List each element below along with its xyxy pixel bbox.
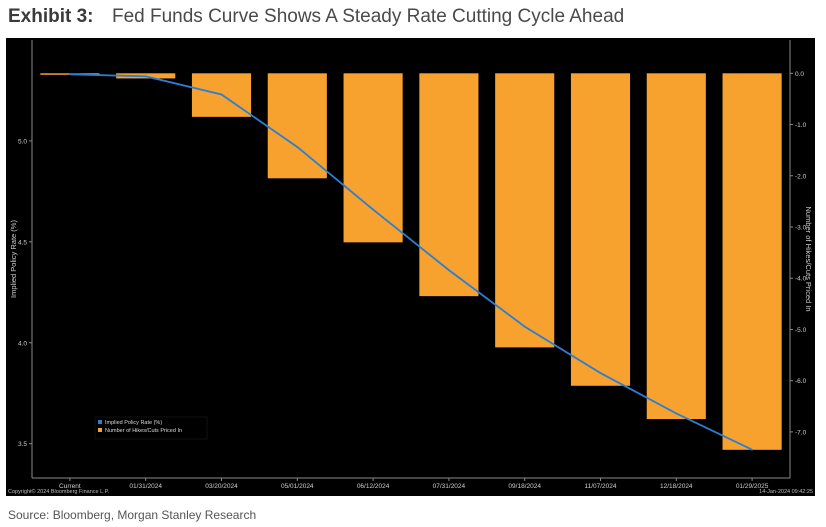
chart-panel: 5.0 4.5 4.0 3.5 0.0 -1.0 -2.0 -3.0 -4.0 -5.0 -6.0… bbox=[6, 38, 815, 496]
legend-label-1: Number of Hikes/Cuts Priced In bbox=[105, 428, 182, 434]
line-point-9 bbox=[751, 448, 753, 451]
x-tick-label-4: 06/12/2024 bbox=[357, 483, 390, 490]
line-point-2 bbox=[220, 93, 223, 96]
source-note: Source: Bloomberg, Morgan Stanley Resear… bbox=[8, 508, 257, 522]
line-point-4 bbox=[372, 208, 374, 211]
bar-8 bbox=[646, 73, 706, 420]
bar-5 bbox=[419, 73, 479, 297]
x-tick-label-7: 11/07/2024 bbox=[584, 483, 616, 490]
x-tick-label-0: Current bbox=[59, 483, 81, 490]
right-tick-label-7: -7.0 bbox=[795, 429, 807, 436]
bar-4 bbox=[343, 73, 403, 243]
right-tick-label-1: -1.0 bbox=[795, 122, 807, 129]
right-tick-label-2: -2.0 bbox=[795, 173, 807, 180]
y-right-axis-title: Number of Hikes/Cuts Priced In bbox=[804, 206, 813, 311]
x-tick-label-6: 09/18/2024 bbox=[508, 483, 541, 490]
line-point-6 bbox=[523, 325, 526, 328]
legend-swatch-1 bbox=[98, 428, 102, 432]
line-point-0 bbox=[69, 73, 71, 76]
implied-rate-line bbox=[69, 73, 753, 451]
line-point-1 bbox=[144, 75, 147, 78]
line-point-8 bbox=[675, 412, 678, 415]
right-tick-label-5: -5.0 bbox=[795, 327, 807, 334]
x-tick-label-8: 12/18/2024 bbox=[660, 483, 693, 490]
x-tick-label-9: 01/29/2025 bbox=[736, 483, 769, 490]
line-point-3 bbox=[296, 146, 299, 148]
x-tick-label-1: 01/31/2024 bbox=[129, 483, 162, 490]
bar-6 bbox=[495, 73, 555, 348]
x-tick-label-5: 07/31/2024 bbox=[433, 483, 466, 490]
bar-3 bbox=[267, 73, 327, 179]
y-left-axis-title: Implied Policy Rate (%) bbox=[9, 220, 18, 298]
line-point-7 bbox=[599, 372, 602, 374]
line-point-5 bbox=[448, 269, 450, 272]
legend-label-0: Implied Policy Rate (%) bbox=[105, 420, 162, 426]
right-tick-label-4: -4.0 bbox=[795, 276, 807, 283]
copyright-note: Copyright© 2024 Bloomberg Finance L.P. bbox=[8, 488, 110, 495]
right-tick-label-3: -3.0 bbox=[795, 224, 807, 231]
fed-funds-chart: 5.0 4.5 4.0 3.5 0.0 -1.0 -2.0 -3.0 -4.0 -5.0 -6.0… bbox=[8, 40, 813, 495]
bar-9 bbox=[722, 73, 782, 450]
chart-title: Fed Funds Curve Shows A Steady Rate Cutt… bbox=[111, 6, 625, 27]
left-tick-label-0: 5.0 bbox=[18, 138, 27, 145]
legend-box bbox=[94, 416, 208, 440]
bar-7 bbox=[570, 73, 631, 386]
left-tick-label-1: 4.5 bbox=[18, 239, 27, 246]
right-tick-label-6: -6.0 bbox=[795, 378, 807, 385]
title-row: Exhibit 3: Fed Funds Curve Shows A Stead… bbox=[8, 6, 624, 30]
left-tick-label-3: 3.5 bbox=[18, 441, 27, 448]
timestamp-note: 14-Jan-2024 09:42:25 bbox=[759, 489, 813, 495]
exhibit-label: Exhibit 3: bbox=[8, 6, 94, 27]
left-tick-label-2: 4.0 bbox=[18, 340, 27, 347]
legend-swatch-0 bbox=[98, 420, 102, 424]
right-tick-label-0: 0.0 bbox=[795, 71, 804, 78]
x-tick-label-2: 03/20/2024 bbox=[205, 483, 238, 490]
x-tick-label-3: 05/01/2024 bbox=[281, 483, 314, 490]
